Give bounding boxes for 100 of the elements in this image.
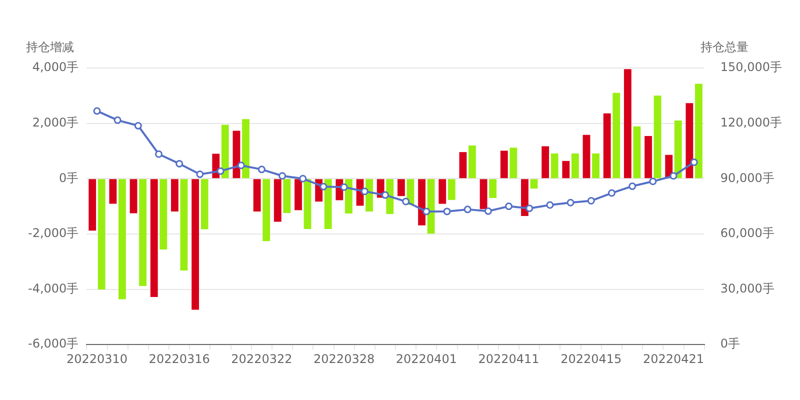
bar [510, 148, 518, 178]
point [176, 160, 184, 168]
point [381, 191, 389, 199]
point [93, 107, 101, 115]
bar [674, 120, 682, 178]
point [320, 182, 328, 190]
bar [427, 179, 435, 234]
bar [180, 179, 188, 270]
bar [139, 179, 146, 286]
bar [603, 113, 611, 178]
bar [480, 179, 488, 210]
bar [571, 153, 579, 178]
y-tick-label: -6,000手 [28, 336, 79, 351]
x-tick-label: 20220328 [314, 352, 375, 366]
bar [397, 179, 405, 196]
y2-tick-label: 120,000手 [720, 115, 782, 130]
point [278, 172, 286, 180]
point [443, 208, 451, 216]
point [196, 170, 204, 178]
point [526, 204, 534, 212]
bar [459, 152, 467, 178]
bar [633, 126, 641, 178]
point [628, 182, 636, 190]
y-tick-label: 4,000手 [32, 60, 79, 74]
y2-axis-title: 持仓总量 [700, 40, 748, 54]
point [546, 201, 554, 209]
bar [530, 179, 538, 189]
bar [130, 179, 138, 214]
bar [253, 179, 261, 212]
y-tick-label: -2,000手 [28, 226, 79, 240]
bar [221, 124, 229, 178]
bar [448, 179, 456, 200]
point [608, 189, 616, 197]
y2-tick-label: 60,000手 [720, 226, 774, 240]
bar [98, 179, 106, 290]
bar [118, 179, 126, 300]
point [134, 122, 142, 130]
point [299, 174, 307, 182]
bar [418, 179, 426, 226]
point [670, 172, 678, 180]
bar [695, 84, 702, 178]
bar [521, 179, 528, 216]
point [258, 166, 266, 174]
point [464, 206, 472, 214]
bar [550, 153, 558, 178]
x-tick-label: 20220415 [560, 352, 622, 366]
bar [262, 179, 270, 242]
point [690, 158, 698, 166]
point [114, 116, 122, 124]
bar [654, 96, 662, 178]
y2-tick-label: 150,000手 [720, 60, 782, 74]
x-tick-label: 20220421 [642, 352, 704, 366]
bar [88, 179, 96, 231]
bar [592, 153, 600, 178]
bar [624, 69, 632, 178]
y2-tick-label: 0手 [720, 336, 740, 351]
point [402, 198, 410, 206]
x-tick-label: 20220401 [396, 352, 457, 366]
y-tick-label: 2,000手 [32, 115, 79, 130]
bar [562, 160, 570, 178]
bar [686, 103, 694, 178]
point [587, 197, 595, 205]
y-axis-title: 持仓增减 [26, 40, 74, 54]
x-tick-label: 20220316 [148, 352, 210, 366]
bar [582, 134, 590, 178]
x-tick-label: 20220322 [231, 352, 292, 366]
bar [192, 179, 199, 310]
bar [160, 179, 168, 250]
point [237, 162, 245, 170]
bar [612, 92, 620, 178]
bar [304, 179, 312, 229]
bar [200, 179, 208, 230]
y-tick-label: -4,000手 [28, 281, 79, 296]
bar [644, 136, 652, 178]
bar [438, 179, 446, 204]
bar [242, 119, 250, 178]
bar [171, 179, 178, 212]
point [155, 150, 162, 158]
y2-tick-label: 30,000手 [720, 281, 774, 296]
bar [344, 179, 352, 214]
point [649, 178, 657, 186]
point [360, 188, 368, 196]
bar [489, 179, 497, 198]
y-tick-label: 0手 [59, 170, 79, 185]
bar [109, 179, 117, 204]
x-tick-label: 20220310 [66, 352, 128, 366]
bar [274, 179, 282, 222]
bar [500, 150, 508, 178]
bar [468, 145, 476, 178]
bar [386, 179, 394, 214]
point [340, 183, 348, 191]
bar [542, 146, 550, 178]
x-tick-label: 20220411 [478, 352, 540, 366]
point [566, 198, 574, 206]
bar [150, 179, 158, 298]
bar [324, 179, 332, 229]
y2-tick-label: 90,000手 [720, 170, 774, 185]
bar [294, 179, 302, 210]
point [216, 167, 224, 175]
bar [283, 179, 291, 213]
